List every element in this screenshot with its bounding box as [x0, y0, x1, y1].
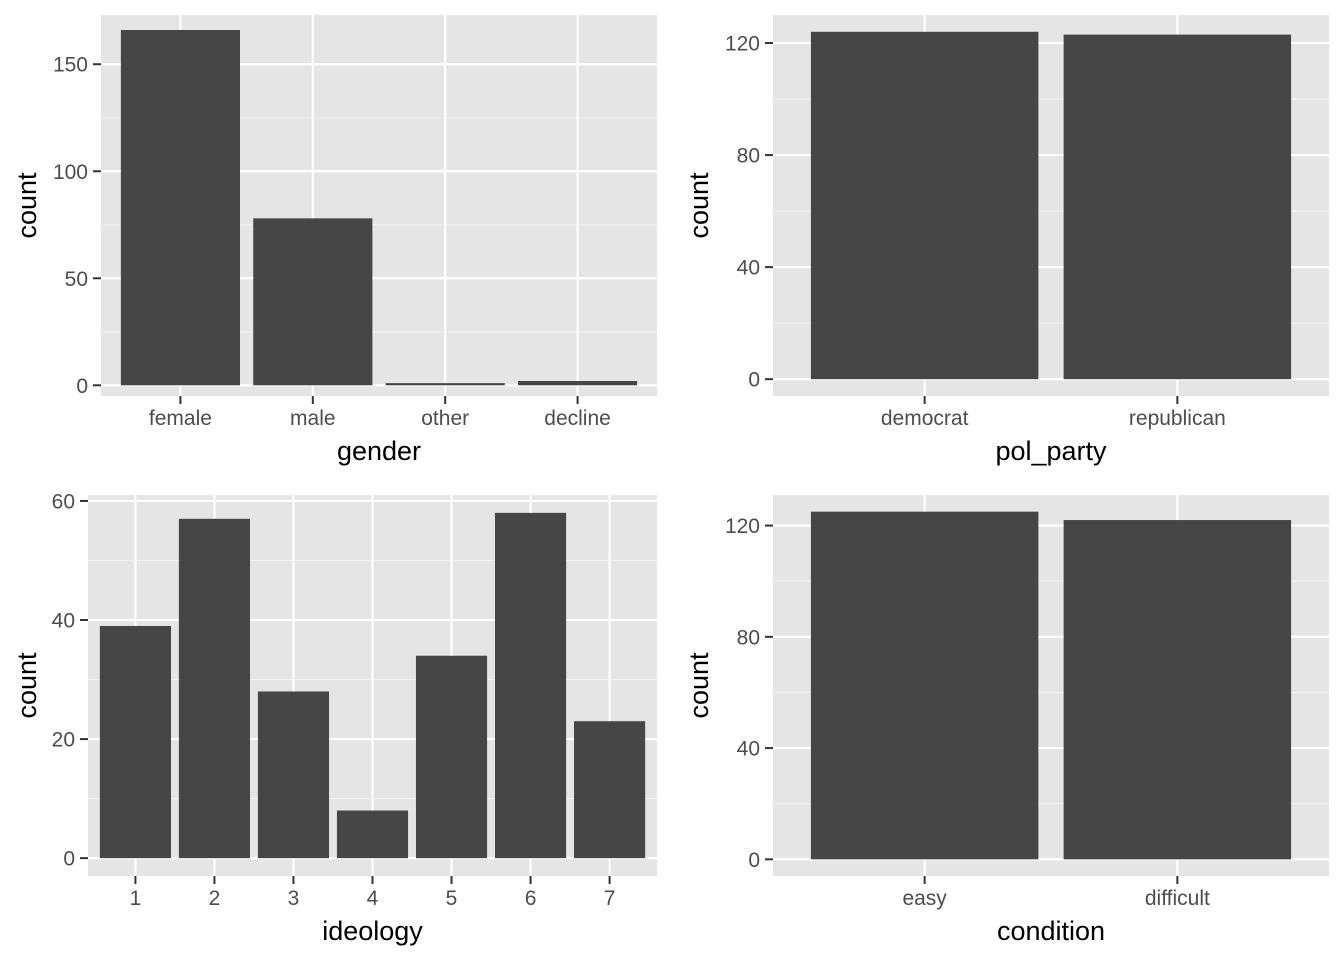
x-axis-title: gender — [337, 436, 421, 466]
y-tick-label: 120 — [725, 515, 760, 538]
bar-difficult — [1063, 520, 1292, 860]
chart-panel-pol_party: 0 40 80 120 democrat republican pol_party count — [684, 15, 1329, 466]
bar-7 — [574, 721, 646, 859]
x-tick-label: 6 — [525, 887, 537, 910]
x-axis-title: condition — [997, 916, 1105, 946]
y-tick-label: 120 — [725, 33, 760, 56]
y-tick-label: 60 — [52, 490, 75, 513]
x-tick-label: female — [149, 407, 212, 430]
y-tick-label: 40 — [737, 738, 760, 761]
chart-panel-condition: 0 40 80 120 easy difficult condition count — [684, 495, 1329, 946]
bar-1 — [99, 625, 171, 859]
y-tick-label: 80 — [737, 145, 760, 168]
y-tick-label: 100 — [53, 161, 88, 184]
x-tick-label: 2 — [209, 887, 221, 910]
y-axis-title: count — [12, 172, 42, 239]
y-axis-title: count — [12, 652, 42, 719]
x-tick-label: decline — [544, 407, 611, 430]
chart-panel-ideology: 0 20 40 60 1 2 3 4 5 6 7 ideology count — [12, 490, 657, 946]
y-tick-label: 0 — [76, 375, 88, 398]
bar-easy — [810, 511, 1039, 860]
bar-male — [253, 218, 373, 386]
y-tick-label: 80 — [737, 626, 760, 649]
x-axis-title: pol_party — [995, 436, 1107, 466]
bar-female — [120, 29, 240, 386]
x-tick-label: 5 — [446, 887, 458, 910]
x-axis-title: ideology — [322, 916, 423, 946]
y-tick-label: 0 — [748, 849, 760, 872]
bar-5 — [415, 655, 488, 859]
y-tick-label: 150 — [53, 54, 88, 77]
y-tick-label: 0 — [748, 369, 760, 392]
bar-2 — [178, 518, 251, 859]
x-tick-label: republican — [1129, 407, 1226, 430]
y-tick-label: 40 — [52, 610, 75, 633]
chart-panel-gender: 0 50 100 150 female male other decline gender cou… — [12, 15, 657, 466]
bar-democrat — [810, 31, 1039, 380]
y-axis-title: count — [684, 652, 714, 719]
x-tick-label: 1 — [130, 887, 142, 910]
bar-decline — [518, 381, 638, 386]
y-axis-title: count — [684, 172, 714, 239]
x-tick-label: democrat — [881, 407, 969, 430]
y-tick-label: 50 — [65, 268, 88, 291]
y-tick-label: 0 — [63, 848, 75, 871]
bar-other — [385, 383, 505, 386]
y-tick-label: 40 — [737, 257, 760, 280]
x-tick-label: easy — [902, 887, 947, 910]
bar-4 — [336, 810, 409, 859]
x-tick-label: other — [421, 407, 469, 430]
x-tick-label: male — [290, 407, 336, 430]
bar-6 — [494, 512, 567, 859]
bar-republican — [1063, 34, 1292, 380]
x-tick-label: 7 — [604, 887, 616, 910]
bar-3 — [257, 691, 330, 859]
y-tick-label: 20 — [52, 729, 75, 752]
x-tick-label: difficult — [1145, 887, 1210, 910]
x-tick-label: 3 — [288, 887, 300, 910]
x-tick-label: 4 — [367, 887, 379, 910]
